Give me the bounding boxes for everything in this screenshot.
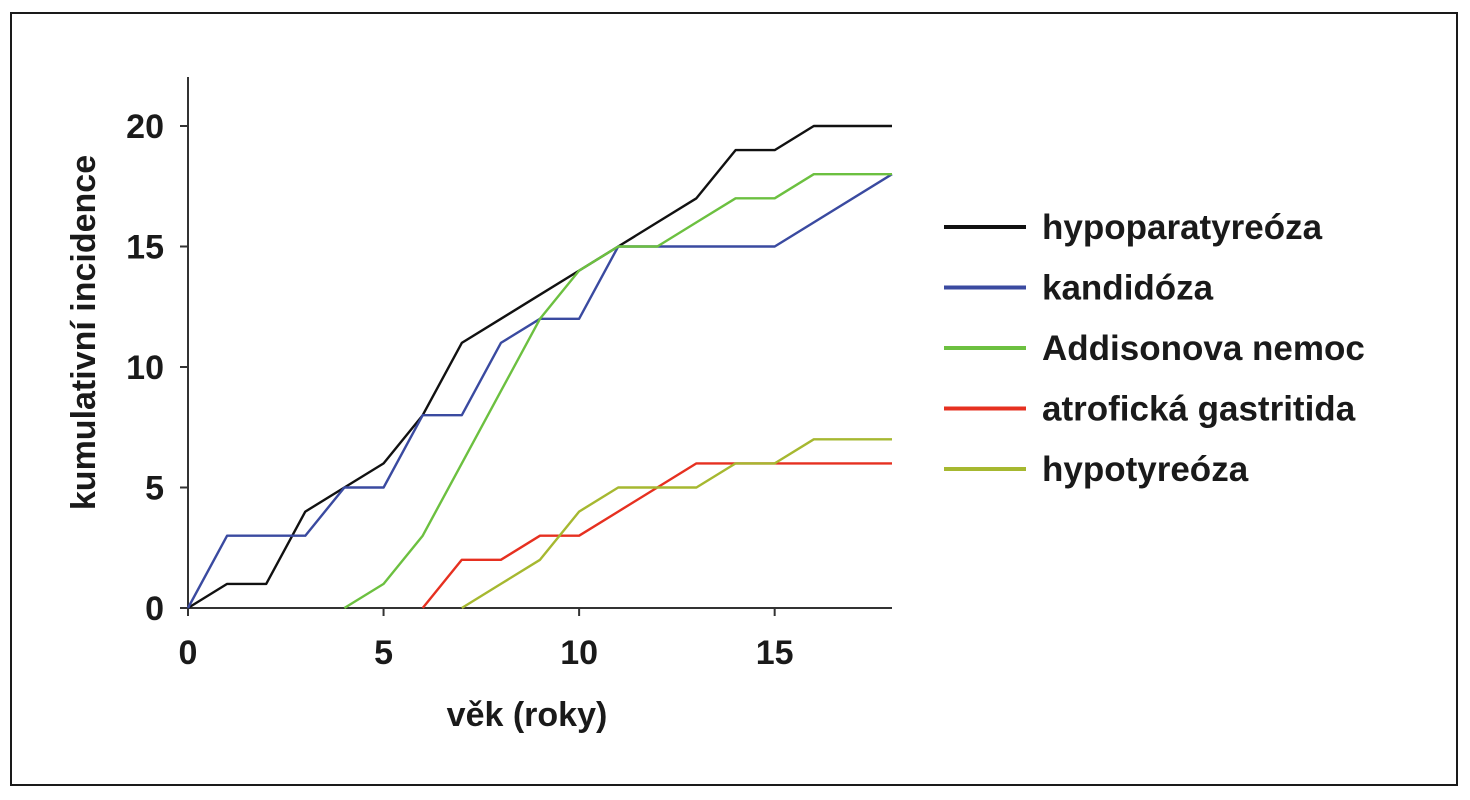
- x-tick-label: 15: [756, 634, 794, 672]
- legend-label-1: hypoparatyreóza: [1042, 208, 1323, 247]
- cumulative-incidence-chart: 0 5 10 15 20 0 5 10 15 věk (roky) kumulativní in…: [65, 77, 1365, 734]
- y-tick-label: 10: [126, 349, 164, 387]
- y-tick-label: 0: [145, 590, 164, 628]
- series-line-3: [343, 173, 892, 610]
- series-line-4: [421, 462, 892, 609]
- legend: hypoparatyreóza kandidóza Addisonova nemoc…: [944, 208, 1365, 489]
- series-lines: [186, 124, 893, 610]
- series-line-1: [187, 124, 892, 610]
- legend-label-4: atrofická gastritida: [1042, 390, 1356, 429]
- x-axis-title: věk (roky): [447, 696, 608, 734]
- y-tick-label: 20: [126, 108, 164, 146]
- x-tick-label: 5: [374, 634, 393, 672]
- y-tick-label: 5: [145, 470, 164, 508]
- legend-label-5: hypotyreóza: [1042, 450, 1249, 489]
- series-line-5: [461, 438, 892, 610]
- y-tick-label: 15: [126, 229, 164, 267]
- tick-labels: 0 5 10 15 20 0 5 10 15: [126, 108, 793, 672]
- x-tick-label: 10: [560, 634, 598, 672]
- y-axis-title: kumulativní incidence: [65, 155, 103, 510]
- axes: [187, 77, 892, 609]
- legend-label-3: Addisonova nemoc: [1042, 329, 1365, 368]
- figure-frame: 0 5 10 15 20 0 5 10 15 věk (roky) kumulativní in…: [10, 12, 1458, 786]
- series-line-2: [186, 173, 893, 609]
- x-tick-label: 0: [179, 634, 198, 672]
- legend-label-2: kandidóza: [1042, 269, 1214, 308]
